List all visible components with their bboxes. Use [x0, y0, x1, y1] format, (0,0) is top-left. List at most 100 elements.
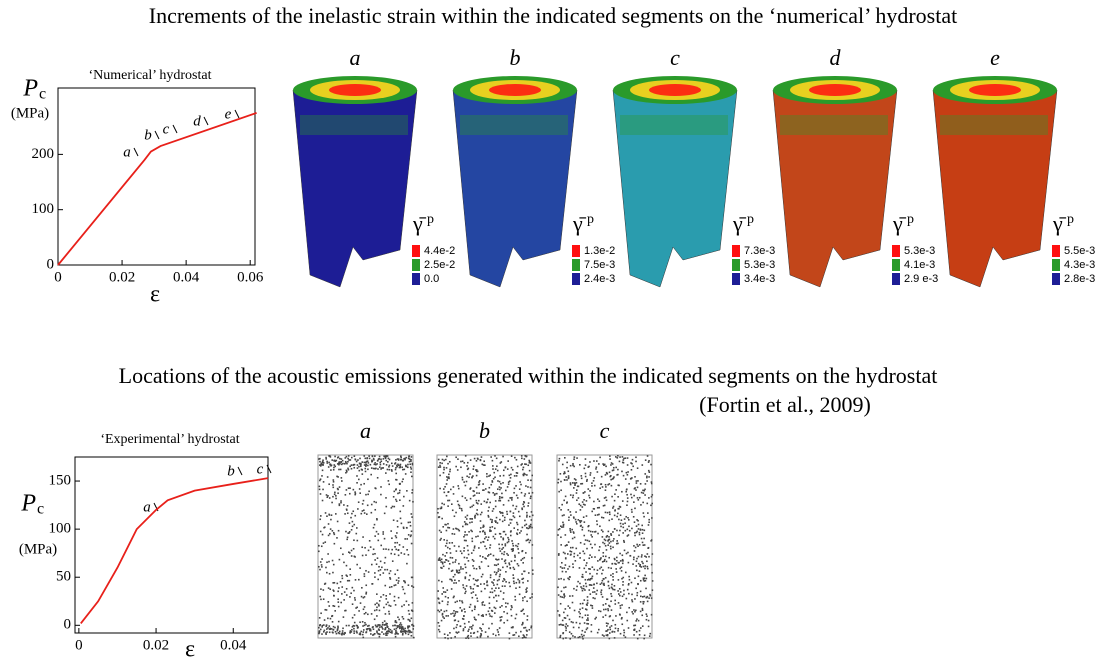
emission-dot	[325, 624, 328, 627]
emission-dot	[579, 509, 582, 511]
emission-dot	[442, 488, 445, 490]
emission-dot	[319, 515, 322, 517]
emission-dot	[470, 587, 472, 590]
emission-dot	[437, 597, 440, 600]
emission-dot	[394, 546, 396, 548]
emission-dot	[557, 594, 560, 596]
emission-dot	[512, 577, 515, 579]
emission-dot	[489, 546, 491, 549]
emission-dot	[621, 623, 624, 626]
emission-dot	[504, 543, 507, 545]
emission-dot	[507, 460, 509, 462]
emission-dot	[454, 579, 456, 582]
emission-dot	[522, 634, 525, 636]
emission-dot	[506, 619, 509, 622]
emission-dot	[365, 631, 368, 633]
emission-dot	[495, 558, 497, 561]
emission-dot	[608, 615, 611, 618]
emission-dot	[461, 476, 464, 479]
emission-dot	[527, 505, 529, 507]
emission-dot	[343, 599, 345, 601]
emission-dot	[509, 497, 511, 499]
emission-dot	[573, 465, 575, 468]
segment-label: b	[144, 127, 152, 143]
emission-dot	[610, 574, 612, 577]
emission-dot	[516, 563, 519, 565]
emission-dot	[631, 462, 633, 465]
emission-dot	[467, 549, 469, 552]
emission-dot	[384, 457, 387, 460]
emission-dot	[388, 468, 391, 471]
emission-dot	[336, 475, 338, 478]
emission-dot	[583, 634, 585, 637]
emission-dot	[635, 480, 638, 482]
emission-dot	[506, 565, 509, 568]
emission-dot	[651, 589, 654, 591]
emission-dot	[440, 619, 443, 622]
emission-dot	[491, 521, 493, 523]
emission-dot	[508, 474, 511, 477]
emission-dot	[643, 634, 646, 637]
emission-dot	[598, 610, 600, 612]
emission-dot	[637, 583, 639, 586]
sample-outline	[556, 454, 653, 639]
emission-dot	[332, 495, 334, 498]
emission-dot	[614, 558, 616, 561]
emission-dot	[638, 531, 641, 534]
emission-dot	[363, 512, 366, 514]
emission-dot	[441, 458, 444, 461]
emission-dot	[646, 455, 649, 457]
emission-dot	[398, 482, 401, 485]
emission-dot	[353, 632, 355, 634]
emission-dot	[338, 630, 341, 633]
emission-dot	[376, 631, 378, 634]
emission-dot	[372, 634, 374, 636]
emission-dot	[523, 524, 526, 527]
emission-dot	[599, 610, 602, 613]
emission-dot	[526, 600, 528, 603]
emission-dot	[462, 628, 465, 630]
emission-dot	[464, 577, 467, 580]
emission-dot	[446, 634, 449, 637]
emission-dot	[583, 622, 586, 624]
emission-dot	[589, 584, 592, 586]
emission-dot	[582, 587, 585, 590]
emission-dot	[560, 590, 563, 593]
emission-dot	[351, 586, 354, 589]
emission-dot	[481, 511, 483, 514]
emission-dot	[600, 589, 603, 591]
emission-dot	[618, 505, 621, 508]
emission-dot	[624, 478, 627, 480]
emission-dot	[472, 468, 475, 470]
emission-dot	[322, 464, 324, 466]
emission-dot	[512, 515, 515, 517]
emission-dot	[633, 521, 636, 523]
emission-dot	[388, 604, 390, 607]
legend-symbol: γ̄	[1052, 211, 1067, 236]
cylinder-top-core	[329, 84, 381, 96]
emission-dot	[588, 568, 590, 570]
emission-dot	[637, 545, 639, 547]
emission-dot	[521, 457, 523, 460]
emission-dot	[471, 517, 473, 520]
emission-dot	[449, 556, 452, 559]
emission-dot	[438, 529, 441, 532]
emission-dot	[453, 615, 455, 617]
emission-dot	[609, 455, 611, 457]
emission-dot	[395, 459, 397, 461]
emission-dot	[637, 555, 640, 558]
emission-dot	[521, 623, 523, 626]
emission-dot	[573, 517, 575, 519]
emission-dot	[631, 600, 634, 603]
emission-dot	[447, 597, 450, 599]
emission-dot	[501, 511, 503, 514]
emission-dot	[629, 478, 632, 480]
hydrostat-line	[57, 112, 257, 266]
emission-dot	[375, 463, 377, 466]
emission-dot	[513, 487, 516, 490]
emission-dot	[486, 580, 488, 582]
emission-dot	[618, 561, 620, 564]
emission-dot	[465, 585, 468, 587]
emission-dot	[347, 468, 350, 471]
emission-dot	[375, 563, 378, 566]
